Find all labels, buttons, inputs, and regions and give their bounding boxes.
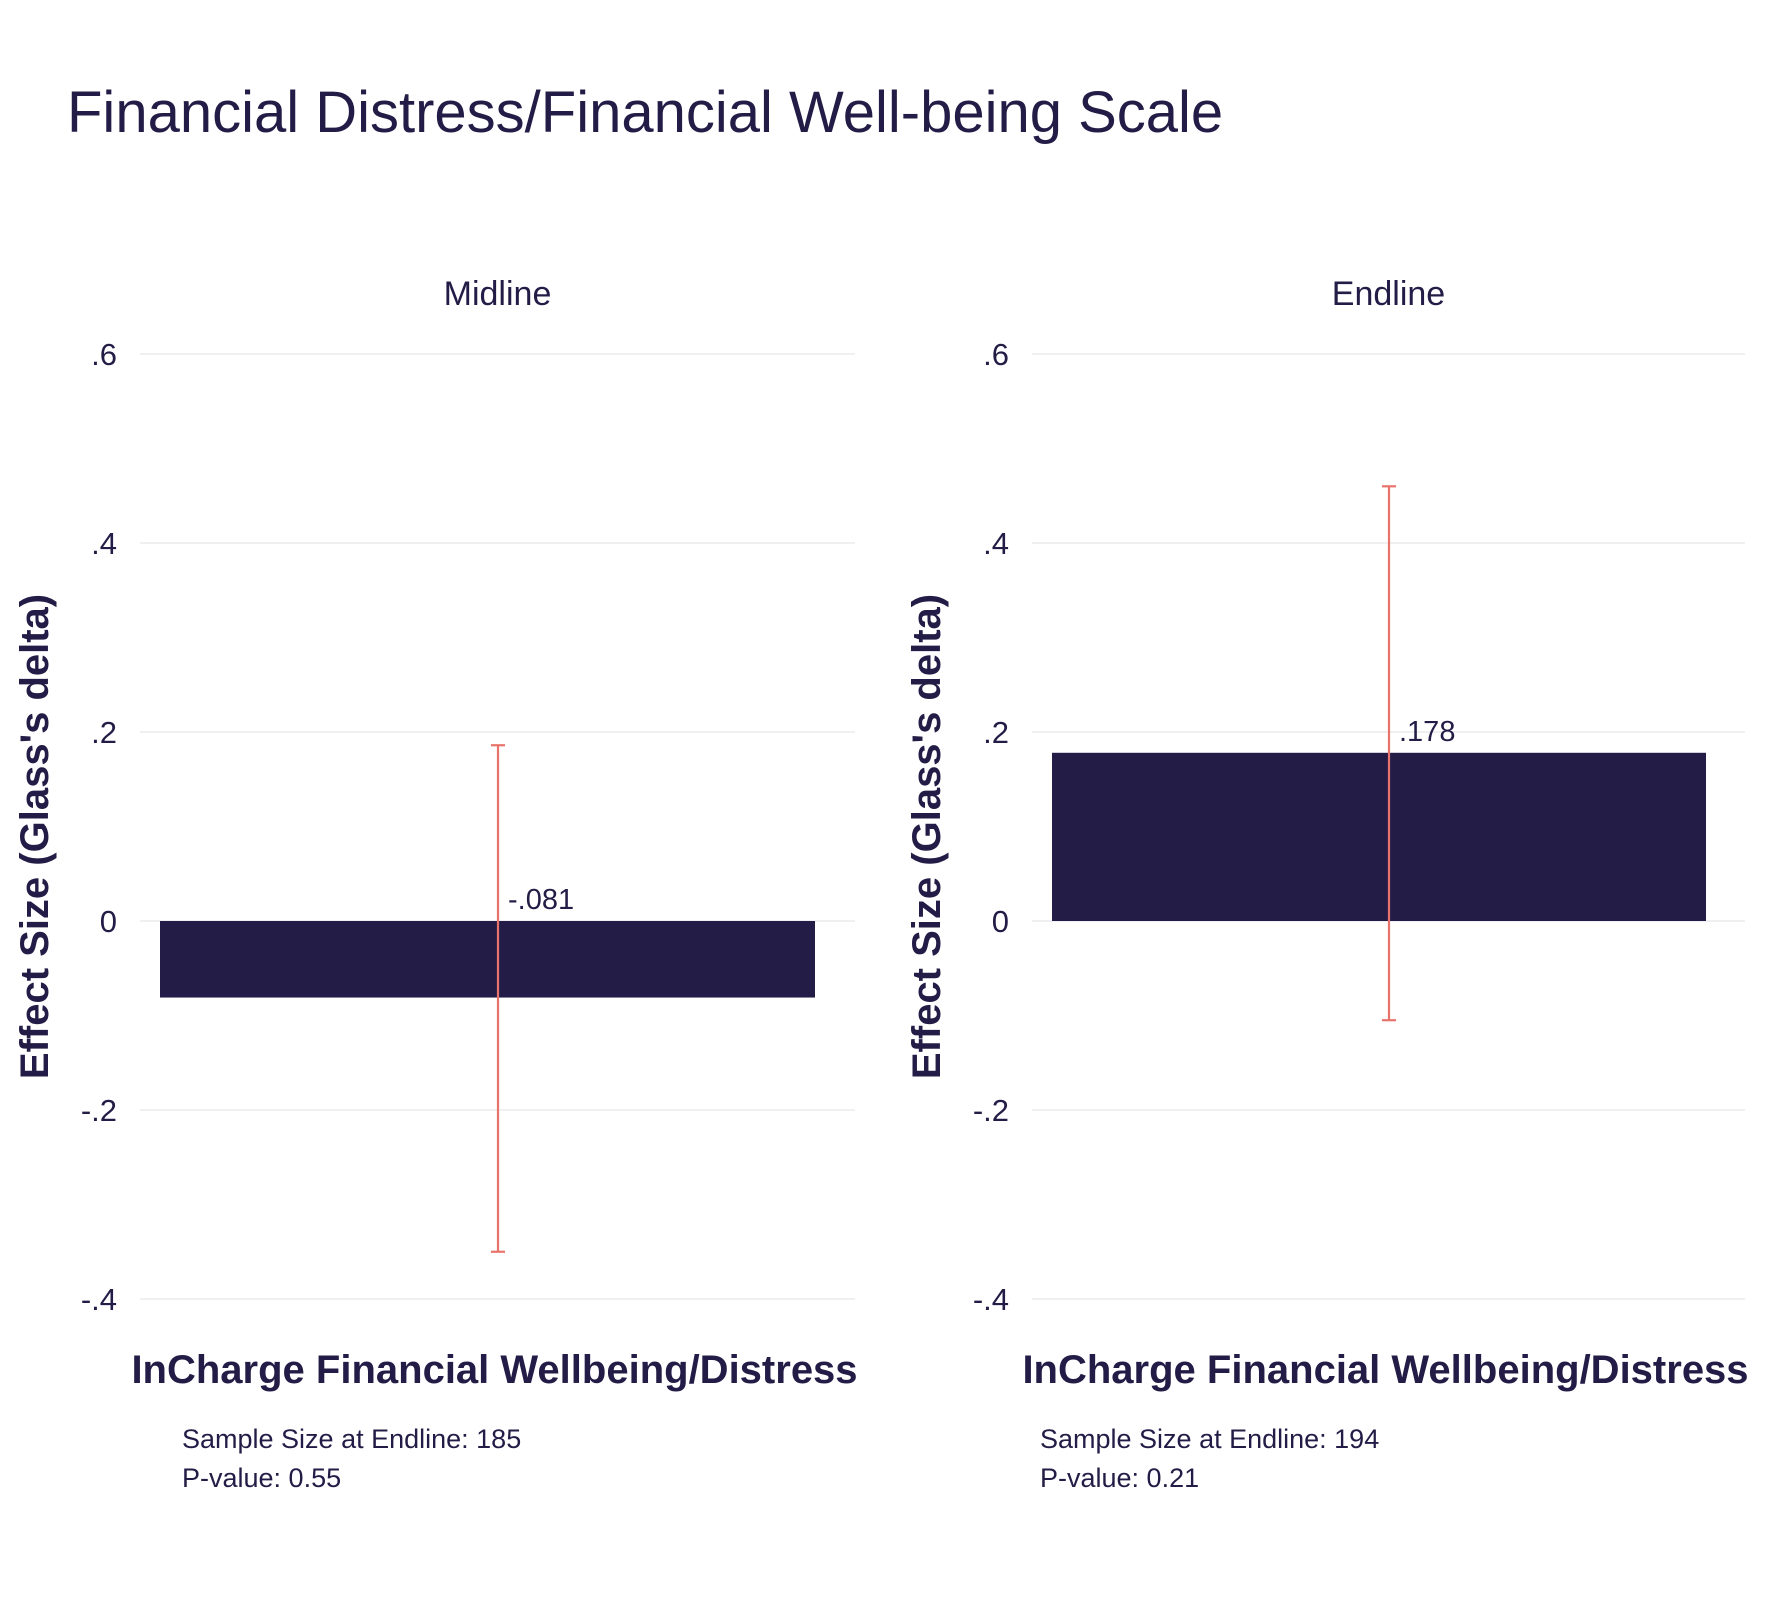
y-axis-label: Effect Size (Glass's delta) xyxy=(13,594,57,1079)
y-tick-label: .2 xyxy=(91,715,117,750)
y-tick-label: .2 xyxy=(983,715,1009,750)
p-value-note: P-value: 0.21 xyxy=(1040,1463,1200,1493)
y-tick-label: 0 xyxy=(992,904,1009,939)
bar xyxy=(160,921,815,998)
x-axis-label: InCharge Financial Wellbeing/Distress xyxy=(1022,1348,1748,1392)
sample-size-note: Sample Size at Endline: 185 xyxy=(182,1424,522,1454)
page-title: Financial Distress/Financial Well-being … xyxy=(67,80,1224,145)
sample-size-note: Sample Size at Endline: 194 xyxy=(1040,1424,1380,1454)
data-label: .178 xyxy=(1399,716,1455,748)
y-tick-label: -.4 xyxy=(973,1282,1009,1317)
x-axis-label: InCharge Financial Wellbeing/Distress xyxy=(131,1348,857,1392)
y-axis-label: Effect Size (Glass's delta) xyxy=(905,594,949,1079)
y-tick-label: -.2 xyxy=(81,1093,117,1128)
bar xyxy=(1052,752,1706,921)
y-tick-label: .4 xyxy=(983,526,1009,561)
y-tick-label: .4 xyxy=(91,526,117,561)
y-tick-label: -.4 xyxy=(81,1282,117,1317)
p-value-note: P-value: 0.55 xyxy=(182,1463,342,1493)
panel-title: Endline xyxy=(1332,275,1445,313)
panel-notes-endline: Sample Size at Endline: 194 P-value: 0.2… xyxy=(1040,1420,1379,1498)
data-label: -.081 xyxy=(508,884,574,916)
y-tick-label: 0 xyxy=(100,904,117,939)
y-tick-label: .6 xyxy=(91,337,117,372)
panel-notes-midline: Sample Size at Endline: 185 P-value: 0.5… xyxy=(182,1420,521,1498)
panel-title: Midline xyxy=(444,275,552,313)
y-tick-label: .6 xyxy=(983,337,1009,372)
y-tick-label: -.2 xyxy=(973,1093,1009,1128)
